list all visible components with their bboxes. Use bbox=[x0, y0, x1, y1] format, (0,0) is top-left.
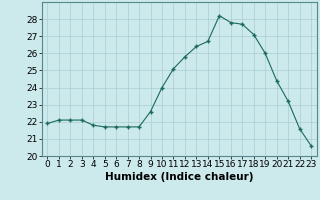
X-axis label: Humidex (Indice chaleur): Humidex (Indice chaleur) bbox=[105, 172, 253, 182]
